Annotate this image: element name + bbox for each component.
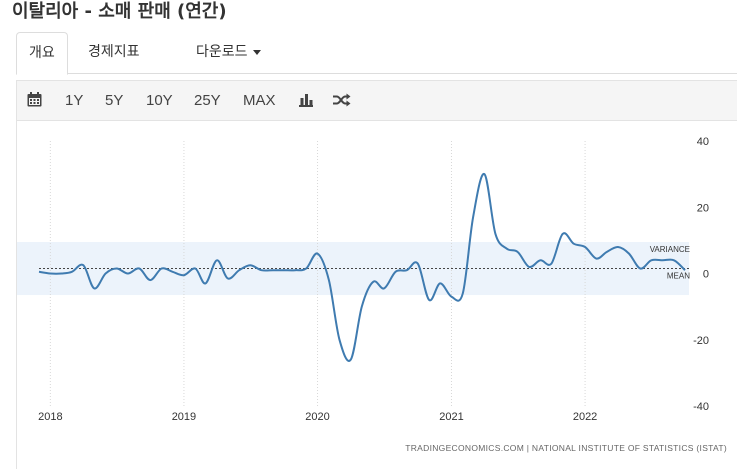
tab-download-label: 다운로드 [196, 44, 248, 60]
chart-svg: VARIANCE MEAN 40 20 0 -20 -40 2018 2019 2020 20… [17, 136, 727, 453]
variance-label: VARIANCE [650, 245, 690, 254]
tab-indicators[interactable]: 경제지표 [88, 44, 140, 60]
range-1y-button[interactable]: 1Y [65, 92, 84, 109]
chart-area: VARIANCE MEAN 40 20 0 -20 -40 2018 2019 2020 20… [16, 121, 737, 469]
x-tick-label: 2018 [38, 411, 62, 423]
tab-download[interactable]: 다운로드 [196, 32, 261, 74]
range-5y-button[interactable]: 5Y [105, 92, 124, 109]
y-tick-label: 20 [697, 202, 709, 214]
shuffle-icon[interactable] [333, 93, 351, 107]
range-max-button[interactable]: MAX [243, 92, 276, 109]
range-25y-button[interactable]: 25Y [194, 92, 221, 109]
calendar-icon[interactable] [27, 92, 42, 107]
x-tick-label: 2021 [439, 411, 463, 423]
mean-label: MEAN [667, 272, 690, 281]
series-line [38, 173, 686, 362]
tab-overview[interactable]: 개요 [16, 32, 68, 75]
y-tick-label: -40 [693, 401, 709, 413]
tab-bar: 개요 경제지표 다운로드 [16, 32, 737, 75]
y-tick-label: -20 [693, 335, 709, 347]
x-tick-label: 2020 [305, 411, 329, 423]
page-title: 이탈리아 - 소매 판매 (연간) [12, 1, 227, 22]
y-tick-label: 40 [697, 136, 709, 148]
chart-toolbar: 1Y 5Y 10Y 25Y MAX [16, 80, 737, 121]
range-10y-button[interactable]: 10Y [146, 92, 173, 109]
y-tick-label: 0 [703, 269, 709, 281]
source-text: TRADINGECONOMICS.COM | NATIONAL INSTITUT… [405, 443, 727, 453]
x-tick-label: 2022 [573, 411, 597, 423]
caret-down-icon [252, 49, 261, 55]
bar-chart-icon[interactable] [299, 93, 313, 107]
x-tick-label: 2019 [172, 411, 196, 423]
